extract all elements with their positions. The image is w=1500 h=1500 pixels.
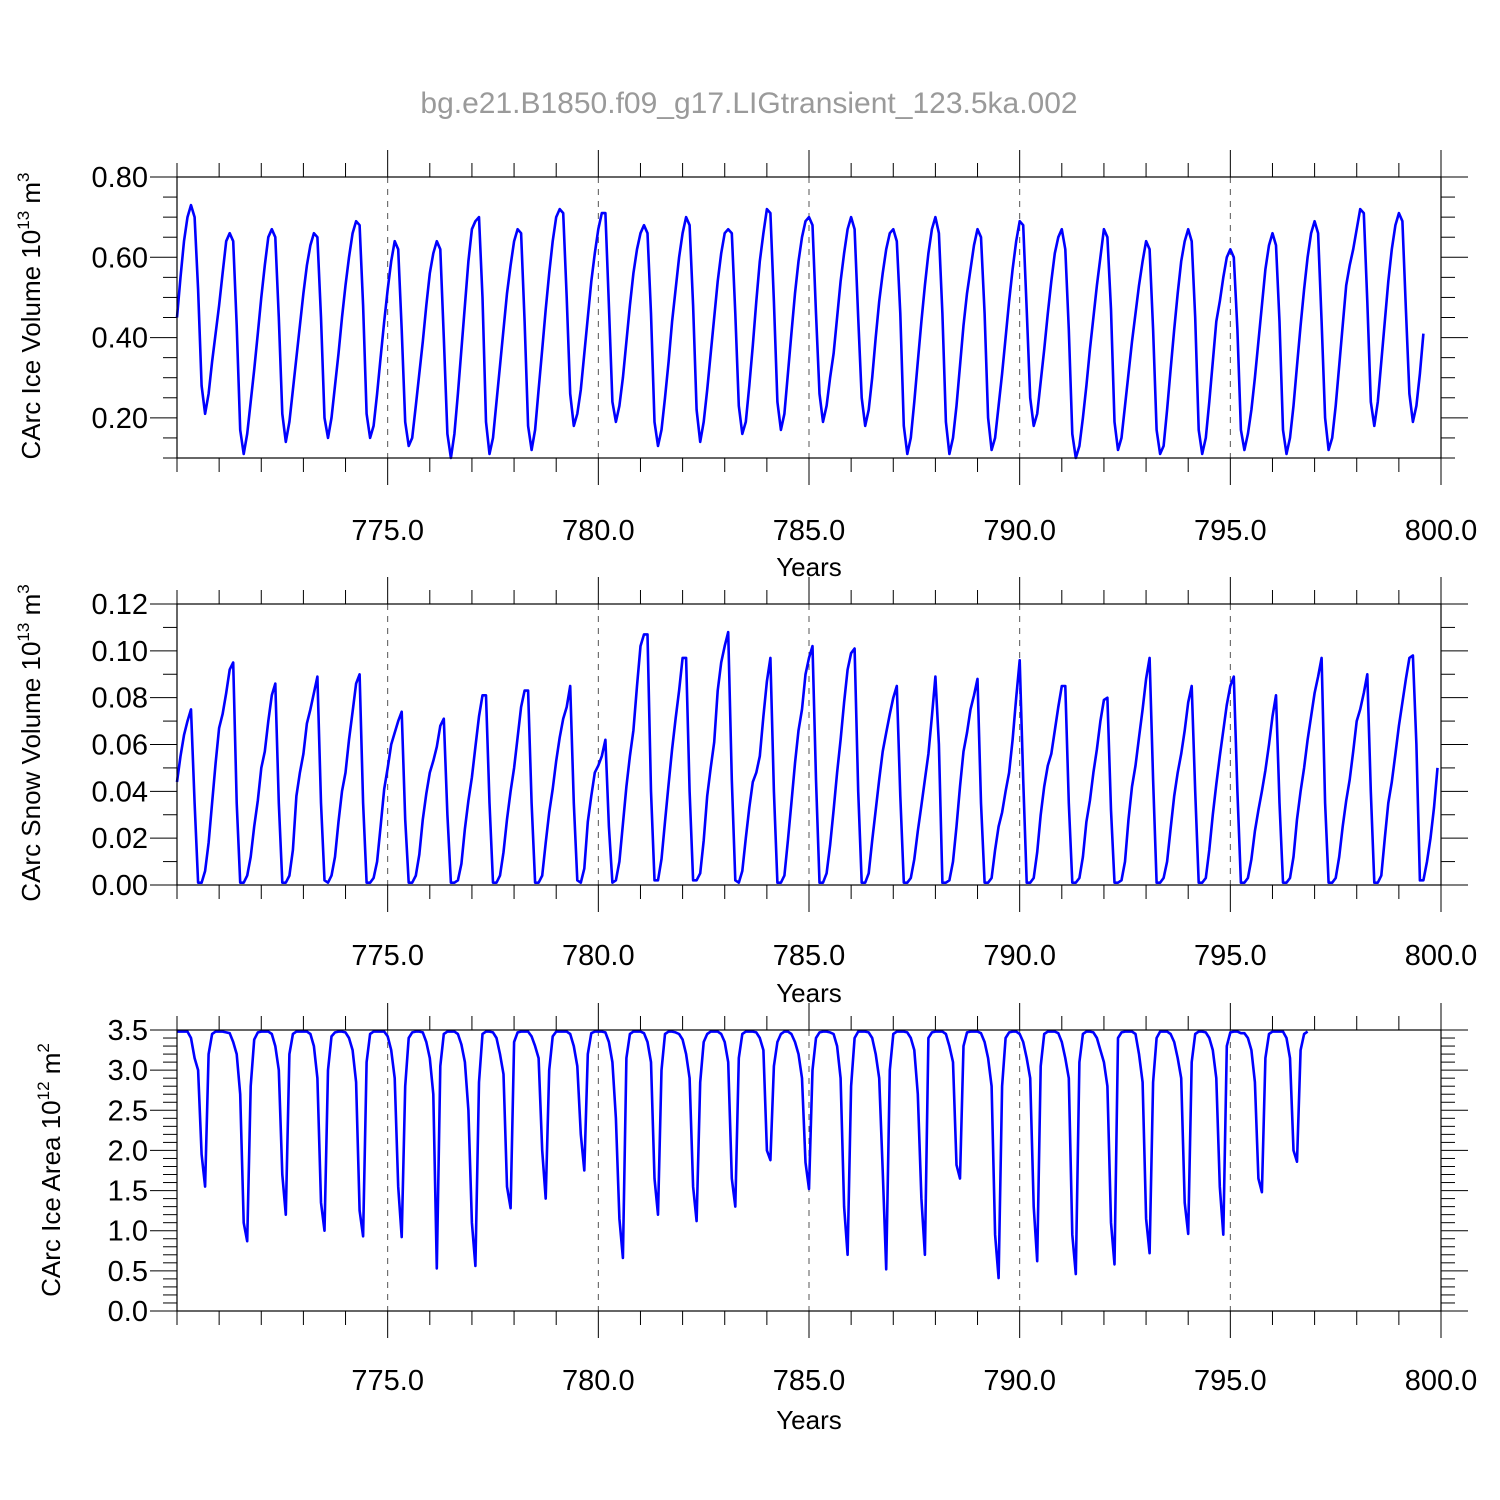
snow-volume-ytick-label-1: 0.02 xyxy=(92,823,148,855)
figure-title: bg.e21.B1850.f09_g17.LIGtransient_123.5k… xyxy=(420,87,1077,120)
ice-volume-xtick-label-3: 790.0 xyxy=(983,515,1056,547)
snow-volume-ytick-label-4: 0.08 xyxy=(92,683,148,715)
ice-volume-series-line xyxy=(175,203,1425,460)
snow-volume-series-line xyxy=(175,630,1439,885)
snow-volume-y-axis-label: CArc Snow Volume 1013 m3 xyxy=(14,584,46,901)
snow-volume-xtick-label-2: 785.0 xyxy=(773,940,846,972)
ice-volume-xtick-label-4: 795.0 xyxy=(1194,515,1267,547)
ice-area-ytick-label-0: 0.0 xyxy=(108,1296,148,1328)
ice-volume-ytick-label-0: 0.20 xyxy=(92,403,148,435)
ice-area-panel: 775.0 780.0 785.0 790.0 795.0 800.0 0.0 0.5 1.0 1… xyxy=(34,1003,1477,1435)
ice-area-ytick-label-4: 2.0 xyxy=(108,1135,148,1167)
ice-volume-ytick-label-3: 0.80 xyxy=(92,162,148,194)
ice-volume-plot-frame xyxy=(176,176,1442,459)
snow-volume-ytick-label-2: 0.04 xyxy=(92,776,148,808)
snow-volume-ytick-label-3: 0.06 xyxy=(92,730,148,762)
snow-volume-xtick-label-3: 790.0 xyxy=(983,940,1056,972)
ice-area-xtick-label-5: 800.0 xyxy=(1405,1365,1478,1397)
snow-volume-ytick-label-0: 0.00 xyxy=(92,870,148,902)
snow-volume-panel: 775.0 780.0 785.0 790.0 795.0 800.0 0.00 0.02 0.… xyxy=(14,577,1477,1008)
ice-area-xtick-label-2: 785.0 xyxy=(773,1365,846,1397)
ice-area-x-axis-label: Years xyxy=(776,1405,842,1435)
ice-volume-xtick-label-2: 785.0 xyxy=(773,515,846,547)
ice-volume-xtick-label-0: 775.0 xyxy=(351,515,424,547)
ice-area-ytick-label-2: 1.0 xyxy=(108,1216,148,1248)
ice-area-ytick-label-7: 3.5 xyxy=(108,1015,148,1047)
snow-volume-ytick-label-6: 0.12 xyxy=(92,589,148,621)
snow-volume-ytick-label-5: 0.10 xyxy=(92,636,148,668)
ice-area-xtick-label-4: 795.0 xyxy=(1194,1365,1267,1397)
snow-volume-xtick-label-1: 780.0 xyxy=(562,940,635,972)
ice-area-series-line xyxy=(177,1030,1309,1280)
snow-volume-xtick-label-0: 775.0 xyxy=(351,940,424,972)
snow-volume-xtick-label-5: 800.0 xyxy=(1405,940,1478,972)
ice-volume-xtick-label-5: 800.0 xyxy=(1405,515,1478,547)
ice-area-ytick-label-6: 3.0 xyxy=(108,1055,148,1087)
ice-volume-y-axis-label: CArc Ice Volume 1013 m3 xyxy=(14,172,46,459)
ice-area-ytick-label-5: 2.5 xyxy=(108,1095,148,1127)
ice-volume-ytick-label-1: 0.40 xyxy=(92,323,148,355)
ice-volume-xtick-label-1: 780.0 xyxy=(562,515,635,547)
ice-volume-ytick-label-2: 0.60 xyxy=(92,242,148,274)
ice-area-xtick-label-0: 775.0 xyxy=(351,1365,424,1397)
ice-area-plot-frame xyxy=(176,1029,1442,1312)
ice-area-xtick-label-3: 790.0 xyxy=(983,1365,1056,1397)
ice-area-ytick-label-3: 1.5 xyxy=(108,1176,148,1208)
ice-area-xtick-label-1: 780.0 xyxy=(562,1365,635,1397)
snow-volume-xtick-label-4: 795.0 xyxy=(1194,940,1267,972)
ice-area-y-axis-label: CArc Ice Area 1012 m2 xyxy=(34,1043,66,1297)
snow-volume-plot-frame xyxy=(176,603,1442,886)
ice-volume-panel: 775.0 780.0 785.0 790.0 795.0 800.0 0.20 0.40 0.… xyxy=(14,150,1477,582)
ice-area-ytick-label-1: 0.5 xyxy=(108,1256,148,1288)
